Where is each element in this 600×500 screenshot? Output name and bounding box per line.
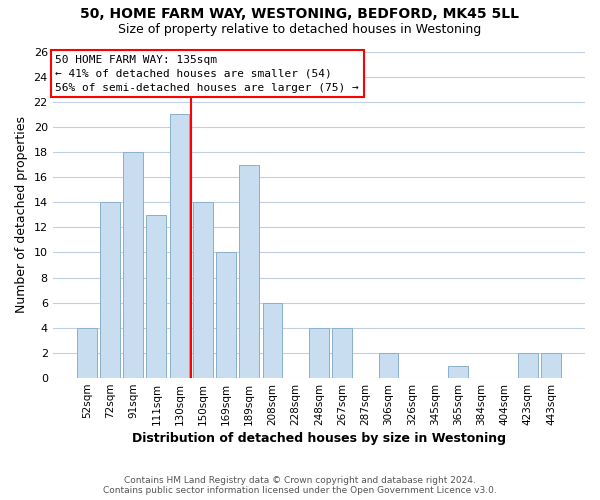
- Bar: [170, 114, 190, 378]
- Bar: [448, 366, 468, 378]
- Bar: [123, 152, 143, 378]
- Bar: [379, 353, 398, 378]
- Bar: [309, 328, 329, 378]
- X-axis label: Distribution of detached houses by size in Westoning: Distribution of detached houses by size …: [132, 432, 506, 445]
- Bar: [100, 202, 120, 378]
- Bar: [193, 202, 212, 378]
- Bar: [216, 252, 236, 378]
- Y-axis label: Number of detached properties: Number of detached properties: [15, 116, 28, 314]
- Bar: [239, 164, 259, 378]
- Bar: [332, 328, 352, 378]
- Text: Contains HM Land Registry data © Crown copyright and database right 2024.
Contai: Contains HM Land Registry data © Crown c…: [103, 476, 497, 495]
- Text: 50 HOME FARM WAY: 135sqm
← 41% of detached houses are smaller (54)
56% of semi-d: 50 HOME FARM WAY: 135sqm ← 41% of detach…: [55, 55, 359, 93]
- Bar: [541, 353, 561, 378]
- Bar: [77, 328, 97, 378]
- Bar: [146, 215, 166, 378]
- Bar: [518, 353, 538, 378]
- Text: 50, HOME FARM WAY, WESTONING, BEDFORD, MK45 5LL: 50, HOME FARM WAY, WESTONING, BEDFORD, M…: [80, 8, 520, 22]
- Bar: [263, 302, 282, 378]
- Text: Size of property relative to detached houses in Westoning: Size of property relative to detached ho…: [118, 22, 482, 36]
